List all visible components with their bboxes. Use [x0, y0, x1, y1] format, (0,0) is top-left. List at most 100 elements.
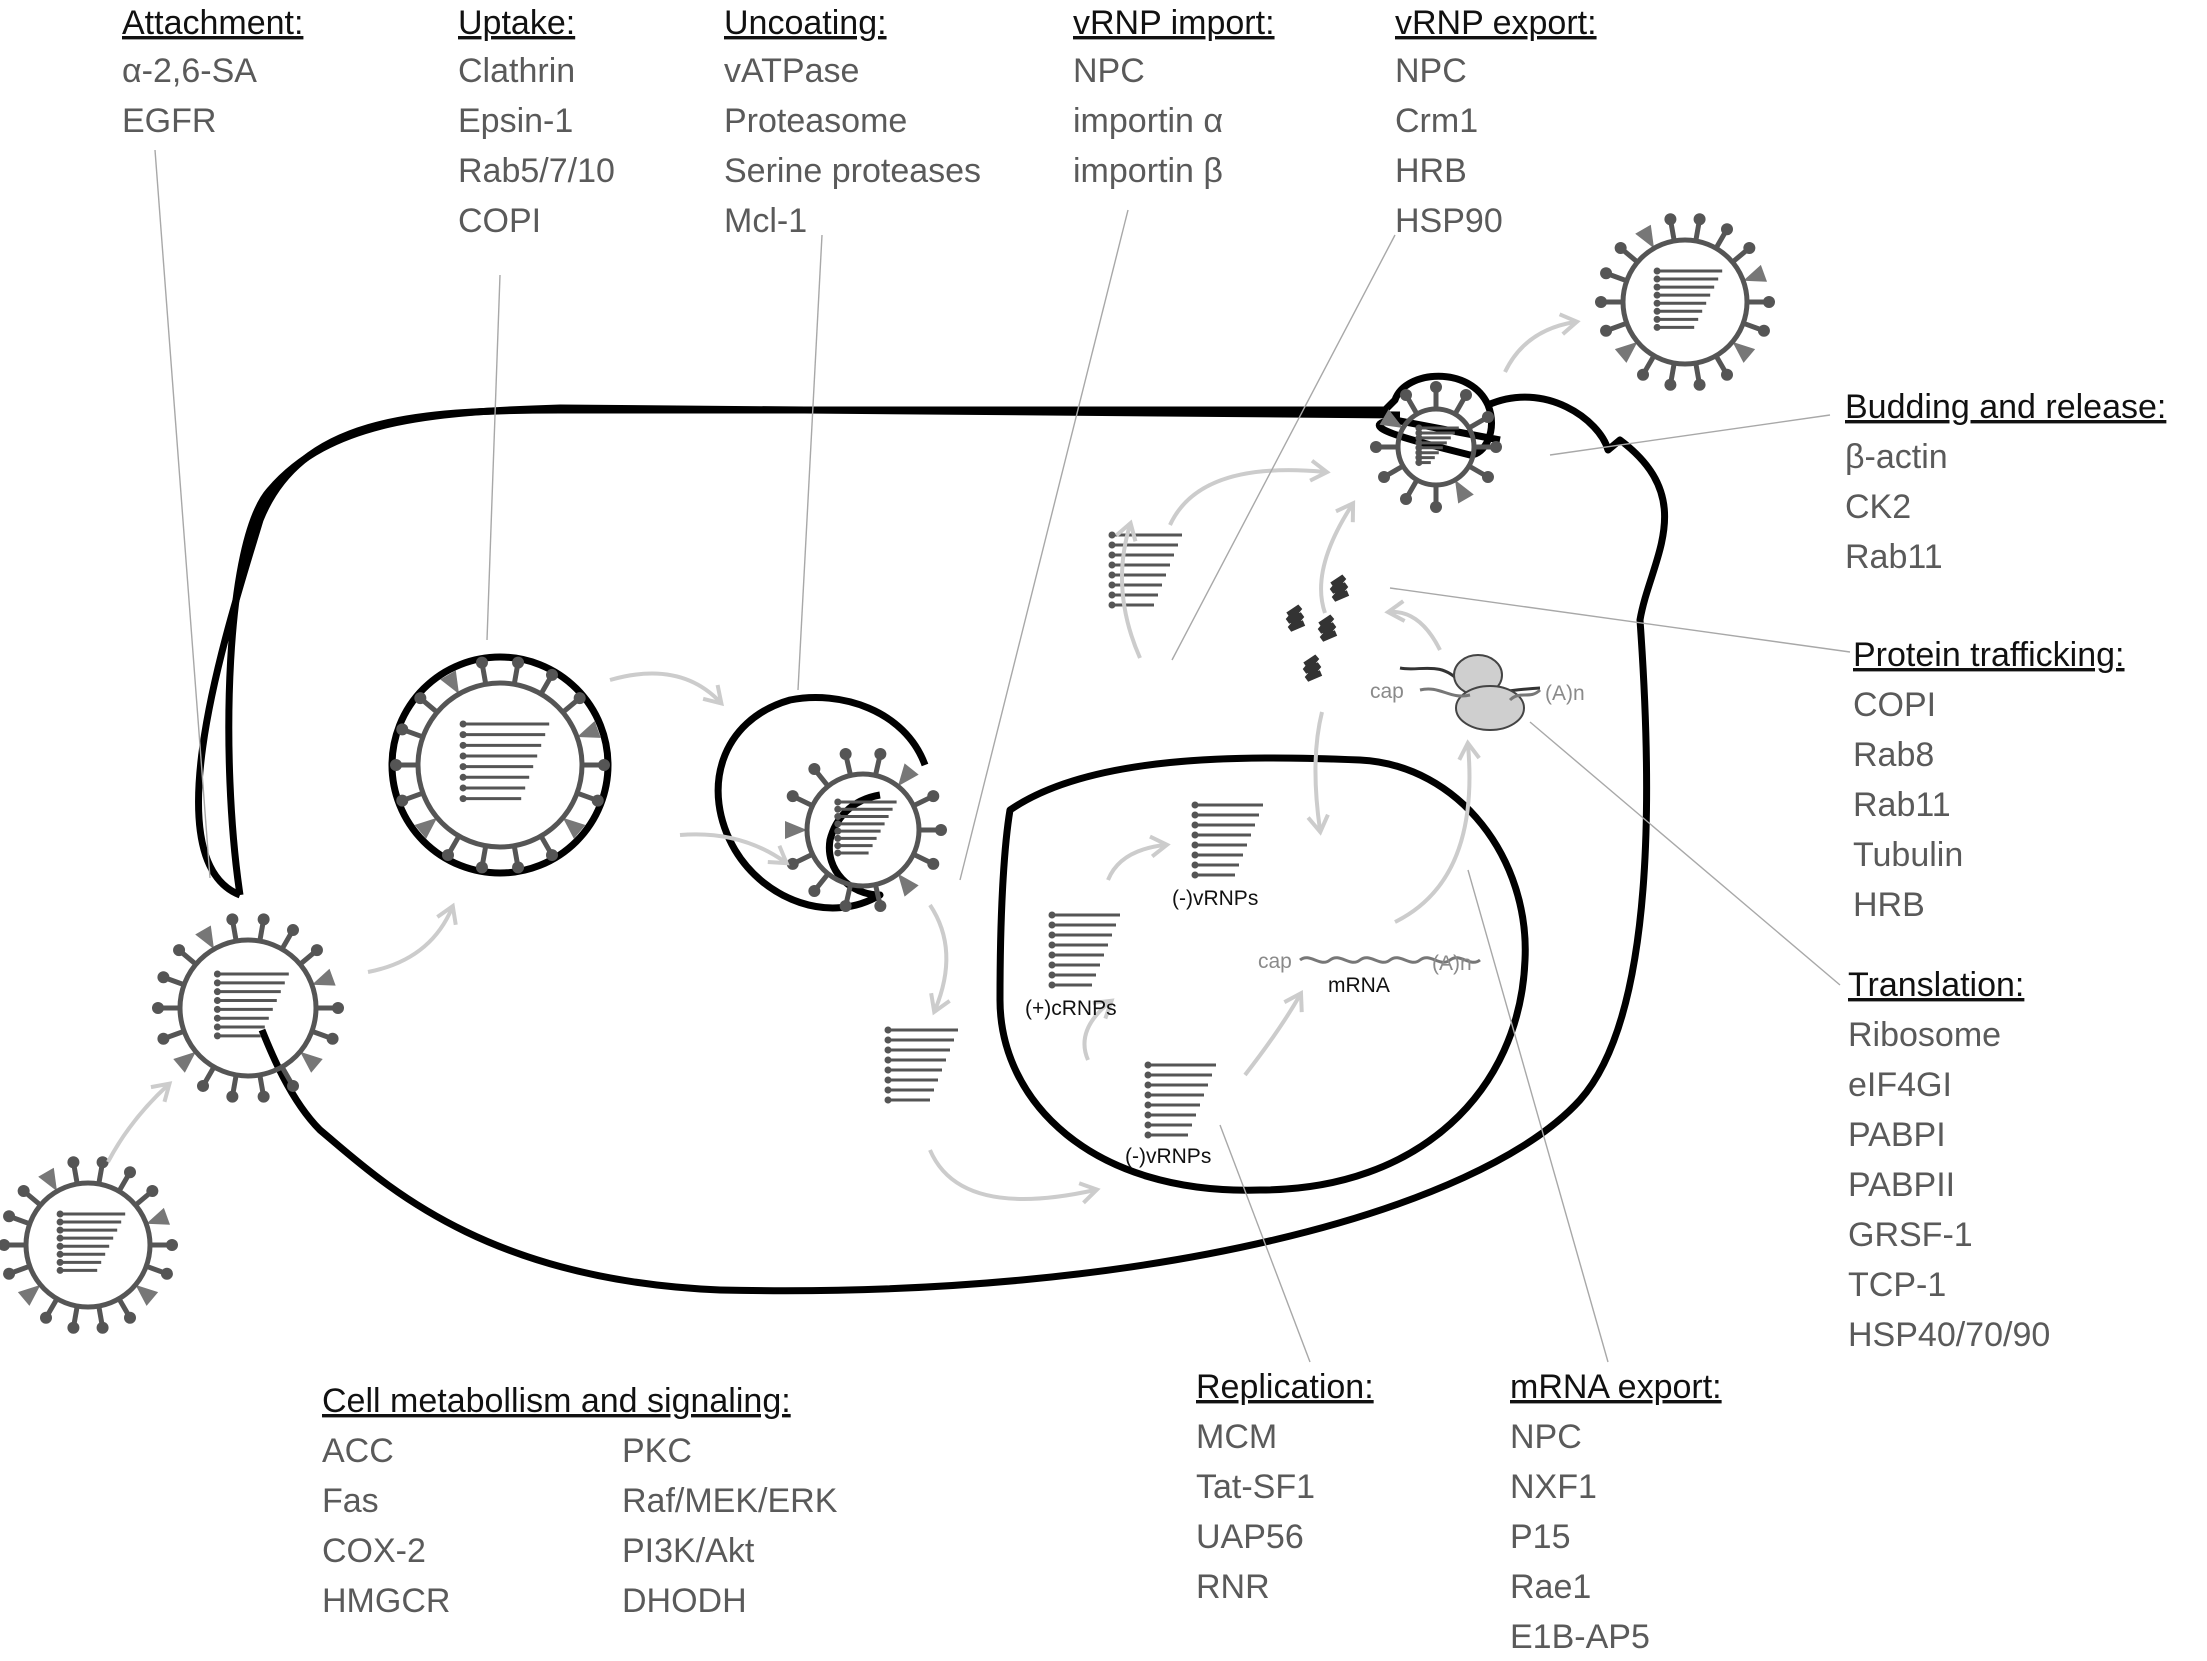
- uncoating-item: vATPase: [724, 52, 859, 90]
- endosome-membrane: [388, 653, 612, 877]
- replication-title: Replication:: [1196, 1368, 1374, 1406]
- flow-arrow: [1106, 834, 1171, 881]
- nucleus-cap-label: cap: [1258, 950, 1292, 973]
- vrnp-export-item: HSP90: [1395, 202, 1503, 240]
- translation-title: Translation:: [1848, 966, 2024, 1004]
- rnp-stack: [884, 1026, 958, 1104]
- budding-group: Budding and release: β-actin CK2 Rab11: [1845, 388, 2166, 576]
- attachment-item: α-2,6-SA: [122, 52, 257, 90]
- replication-item: MCM: [1196, 1418, 1277, 1456]
- uptake-title: Uptake:: [458, 4, 575, 42]
- replication-item: Tat-SF1: [1196, 1468, 1315, 1506]
- flow-arrow: [1306, 711, 1330, 836]
- metabolism-title: Cell metabollism and signaling:: [322, 1382, 791, 1420]
- translation-item: eIF4GI: [1848, 1066, 1952, 1104]
- free-virus: [0, 1156, 178, 1334]
- uptake-item: Epsin-1: [458, 102, 573, 140]
- translation-item: HSP40/70/90: [1848, 1316, 2050, 1354]
- vrnp-import-title: vRNP import:: [1073, 4, 1275, 42]
- uptake-item: COPI: [458, 202, 541, 240]
- flow-arrow: [1384, 599, 1442, 651]
- translation-item: PABPI: [1848, 1116, 1946, 1154]
- cytoplasm-polya-label: (A)n: [1545, 682, 1585, 705]
- metabolism-item: Fas: [322, 1482, 379, 1520]
- attachment-group: Attachment: α-2,6-SA EGFR: [122, 4, 303, 140]
- mrna-export-item: P15: [1510, 1518, 1571, 1556]
- uncoating-item: Serine proteases: [724, 152, 981, 190]
- mrna-export-item: NXF1: [1510, 1468, 1597, 1506]
- rnp-stack: [1108, 531, 1182, 609]
- translation-item: PABPII: [1848, 1166, 1955, 1204]
- viral-proteins: [1285, 574, 1350, 682]
- rnp-stack: [1653, 267, 1723, 331]
- mrna-export-title: mRNA export:: [1510, 1368, 1722, 1406]
- metabolism-item: COX-2: [322, 1532, 426, 1570]
- cytoplasm-cap-label: cap: [1370, 680, 1404, 703]
- rnp-stacks: [884, 531, 1263, 1139]
- vrnp-export-item: HRB: [1395, 152, 1467, 190]
- uncoating-endosome-membrane: [714, 694, 929, 912]
- vrnp-export-group: vRNP export: NPC Crm1 HRB HSP90: [1395, 4, 1597, 240]
- vrnp-import-item: NPC: [1073, 52, 1145, 90]
- mrna-export-item: Rae1: [1510, 1568, 1591, 1606]
- uncoating-group: Uncoating: vATPase Proteasome Serine pro…: [724, 4, 981, 240]
- uptake-group: Uptake: Clathrin Epsin-1 Rab5/7/10 COPI: [458, 4, 615, 240]
- cell-membrane-outline: [225, 404, 1401, 896]
- protein-trafficking-item: Rab11: [1853, 786, 1951, 824]
- rnp-stack: [459, 720, 550, 803]
- translation-item: Ribosome: [1848, 1016, 2001, 1054]
- flow-arrow: [609, 671, 724, 707]
- protein-trafficking-title: Protein trafficking:: [1853, 636, 2125, 674]
- attachment-title: Attachment:: [122, 4, 303, 42]
- budding-virus: [1370, 381, 1502, 513]
- metabolism-item: ACC: [322, 1432, 394, 1470]
- budding-title: Budding and release:: [1845, 388, 2166, 426]
- rnp-stack: [834, 798, 897, 857]
- virus-particles: [0, 213, 1775, 1334]
- vrnp-export-item: NPC: [1395, 52, 1467, 90]
- flow-arrow: [928, 903, 951, 1016]
- released-virus: [1595, 213, 1775, 391]
- vrnp-export-title: vRNP export:: [1395, 4, 1597, 42]
- rnp-stack: [1415, 424, 1459, 467]
- replication-group: Replication: MCM Tat-SF1 UAP56 RNR: [1196, 1368, 1374, 1606]
- attaching-virus: [152, 913, 344, 1103]
- nucleus-polya-label: (A)n: [1432, 952, 1472, 975]
- uncoating-item: Proteasome: [724, 102, 907, 140]
- flow-arrow: [1082, 998, 1115, 1061]
- protein-trafficking-item: COPI: [1853, 686, 1936, 724]
- rnp-stack: [1048, 911, 1120, 989]
- rnp-stack: [1144, 1061, 1216, 1139]
- nucleus-mrna-strand: [1299, 956, 1481, 964]
- metabolism-group: Cell metabollism and signaling: ACC Fas …: [322, 1382, 838, 1620]
- mrna-export-item: NPC: [1510, 1418, 1582, 1456]
- rnp-stack: [213, 970, 289, 1040]
- crnps-label: (+)cRNPs: [1025, 997, 1117, 1020]
- flow-arrow: [1115, 519, 1142, 659]
- budding-item: β-actin: [1845, 438, 1948, 476]
- endocytosed-virus: [390, 656, 610, 874]
- uptake-item: Clathrin: [458, 52, 575, 90]
- uncoating-item: Mcl-1: [724, 202, 807, 240]
- flow-arrows: [106, 312, 1581, 1205]
- metabolism-item: PKC: [622, 1432, 692, 1470]
- vrnp-import-item: importin α: [1073, 102, 1223, 140]
- metabolism-item: PI3K/Akt: [622, 1532, 755, 1570]
- translation-item: GRSF-1: [1848, 1216, 1973, 1254]
- attachment-item: EGFR: [122, 102, 216, 140]
- mrna-export-group: mRNA export: NPC NXF1 P15 Rae1 E1B-AP5: [1510, 1368, 1722, 1656]
- metabolism-item: Raf/MEK/ERK: [622, 1482, 838, 1520]
- flow-arrow: [1394, 739, 1481, 924]
- replication-item: UAP56: [1196, 1518, 1304, 1556]
- flow-arrow: [1243, 989, 1304, 1077]
- vrnp-export-item: Crm1: [1395, 102, 1478, 140]
- rnp-stack: [1191, 801, 1263, 879]
- ribosome: [1399, 654, 1542, 731]
- leader-lines: [154, 149, 1851, 1363]
- protein-trafficking-item: HRB: [1853, 886, 1925, 924]
- translation-group: Translation: Ribosome eIF4GI PABPI PABPI…: [1848, 966, 2050, 1354]
- flow-arrow: [1319, 500, 1356, 614]
- metabolism-item: HMGCR: [322, 1582, 450, 1620]
- vrnps-bottom-label: (-)vRNPs: [1125, 1145, 1211, 1168]
